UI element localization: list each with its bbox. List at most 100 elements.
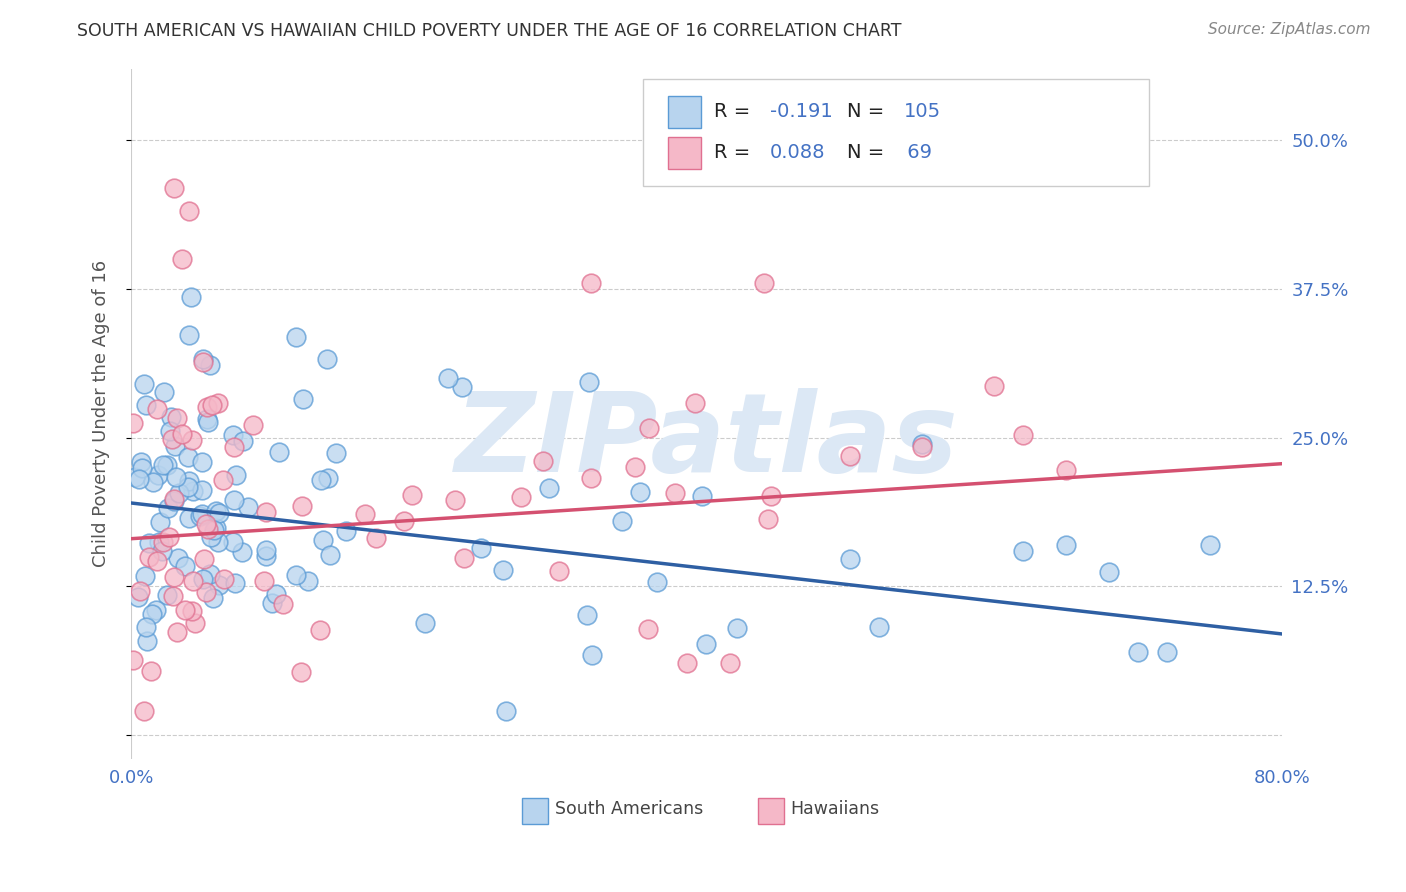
Point: [141, 664, 163, 678]
Point: [510, 490, 533, 504]
Point: [364, 531, 387, 545]
Point: [224, 493, 246, 508]
Text: N =: N =: [846, 103, 890, 121]
Point: [1156, 645, 1178, 659]
Point: [205, 504, 228, 518]
Point: [353, 507, 375, 521]
Point: [190, 455, 212, 469]
Point: [205, 521, 228, 535]
Point: [194, 585, 217, 599]
Point: [444, 493, 467, 508]
Point: [254, 549, 277, 563]
Point: [180, 433, 202, 447]
Point: [318, 471, 340, 485]
Text: South Americans: South Americans: [554, 799, 703, 818]
Point: [200, 530, 222, 544]
Point: [162, 589, 184, 603]
Point: [166, 550, 188, 565]
Point: [122, 417, 145, 431]
Point: [146, 554, 169, 568]
Point: [1098, 565, 1121, 579]
Point: [173, 602, 195, 616]
Point: [436, 371, 458, 385]
Point: [177, 204, 200, 219]
Point: [581, 648, 603, 662]
Point: [224, 576, 246, 591]
Point: [291, 499, 314, 513]
Point: [129, 454, 152, 468]
Point: [262, 596, 284, 610]
Point: [179, 510, 201, 524]
Point: [401, 488, 423, 502]
Point: [983, 378, 1005, 392]
Point: [132, 376, 155, 391]
Point: [153, 384, 176, 399]
Point: [138, 550, 160, 565]
Point: [868, 620, 890, 634]
FancyBboxPatch shape: [758, 797, 783, 824]
Point: [160, 409, 183, 424]
Point: [581, 276, 603, 290]
Point: [839, 552, 862, 566]
Point: [759, 489, 782, 503]
Point: [1126, 645, 1149, 659]
Point: [492, 563, 515, 577]
Point: [124, 470, 146, 484]
Point: [725, 621, 748, 635]
Point: [156, 588, 179, 602]
Point: [177, 480, 200, 494]
Point: [253, 574, 276, 588]
Point: [291, 392, 314, 406]
Text: 69: 69: [901, 144, 932, 162]
Point: [163, 493, 186, 508]
Point: [325, 446, 347, 460]
Text: -0.191: -0.191: [769, 103, 832, 121]
Point: [193, 355, 215, 369]
Point: [197, 522, 219, 536]
Point: [911, 440, 934, 454]
Point: [297, 574, 319, 589]
Point: [138, 536, 160, 550]
Point: [316, 351, 339, 366]
Point: [166, 411, 188, 425]
Point: [637, 622, 659, 636]
Y-axis label: Child Poverty Under the Age of 16: Child Poverty Under the Age of 16: [93, 260, 110, 567]
Point: [131, 461, 153, 475]
Text: Source: ZipAtlas.com: Source: ZipAtlas.com: [1208, 22, 1371, 37]
Point: [191, 483, 214, 497]
Point: [148, 467, 170, 482]
Point: [208, 506, 231, 520]
Point: [156, 458, 179, 472]
Point: [135, 620, 157, 634]
Point: [190, 508, 212, 522]
Point: [232, 434, 254, 448]
Point: [141, 607, 163, 621]
Point: [610, 514, 633, 528]
Point: [1011, 544, 1033, 558]
Point: [319, 549, 342, 563]
Point: [132, 704, 155, 718]
Point: [470, 541, 492, 555]
FancyBboxPatch shape: [668, 137, 700, 169]
Point: [839, 450, 862, 464]
Point: [193, 351, 215, 366]
Point: [195, 412, 218, 426]
Point: [683, 395, 706, 409]
Point: [224, 440, 246, 454]
Text: Hawaiians: Hawaiians: [790, 799, 880, 818]
Point: [285, 329, 308, 343]
Text: N =: N =: [846, 144, 890, 162]
Point: [191, 572, 214, 586]
Point: [1011, 428, 1033, 442]
Point: [695, 637, 717, 651]
Point: [163, 180, 186, 194]
FancyBboxPatch shape: [668, 96, 700, 128]
Text: R =: R =: [714, 103, 756, 121]
Point: [183, 483, 205, 498]
Point: [690, 489, 713, 503]
Point: [177, 327, 200, 342]
Point: [531, 454, 554, 468]
Point: [675, 656, 697, 670]
Point: [152, 535, 174, 549]
Point: [201, 591, 224, 606]
